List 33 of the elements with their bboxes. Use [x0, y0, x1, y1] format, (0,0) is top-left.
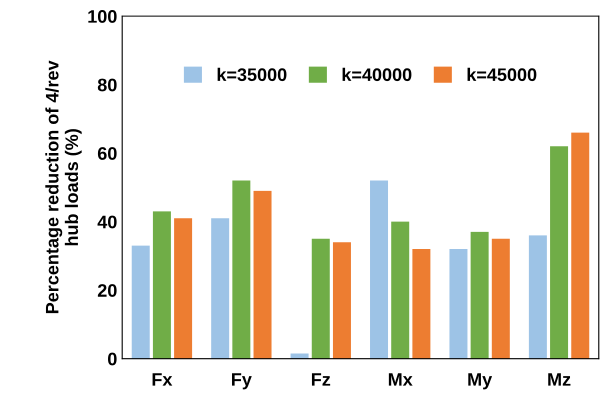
legend-label: k=45000 [468, 68, 536, 82]
x-tick-label: Mz [548, 373, 570, 386]
y-tick-label: 80 [98, 78, 117, 92]
bar [492, 238, 510, 359]
legend-label: k=35000 [218, 68, 286, 82]
y-tick-label: 40 [98, 216, 117, 228]
y-tick-label: 60 [98, 147, 117, 160]
y-tick-label: 100 [88, 10, 117, 23]
bar [370, 180, 388, 359]
bar [232, 180, 250, 359]
bar [211, 218, 230, 359]
x-tick-label: Mx [388, 373, 413, 386]
x-tick-label: Fx [152, 373, 172, 386]
bar [550, 146, 568, 359]
x-tick-label: Fz [312, 373, 330, 386]
legend-label: k=40000 [342, 68, 412, 82]
y-tick-label: 20 [98, 284, 117, 297]
bar [449, 249, 468, 359]
bar [132, 246, 150, 359]
bar [174, 218, 192, 359]
bar [412, 249, 430, 359]
bar [332, 242, 351, 359]
bar [528, 235, 547, 359]
y-tick-label: 0 [108, 352, 117, 366]
x-tick-label: Fy [232, 373, 252, 390]
bar [571, 132, 590, 359]
bar [470, 232, 489, 359]
bar [312, 238, 330, 359]
y-axis-title: Percentage reduction of 4/rev hub loads (%) [45, 60, 82, 314]
bar [391, 222, 410, 359]
bar [152, 211, 171, 359]
x-tick-label: My [468, 373, 492, 390]
bar [254, 190, 272, 359]
